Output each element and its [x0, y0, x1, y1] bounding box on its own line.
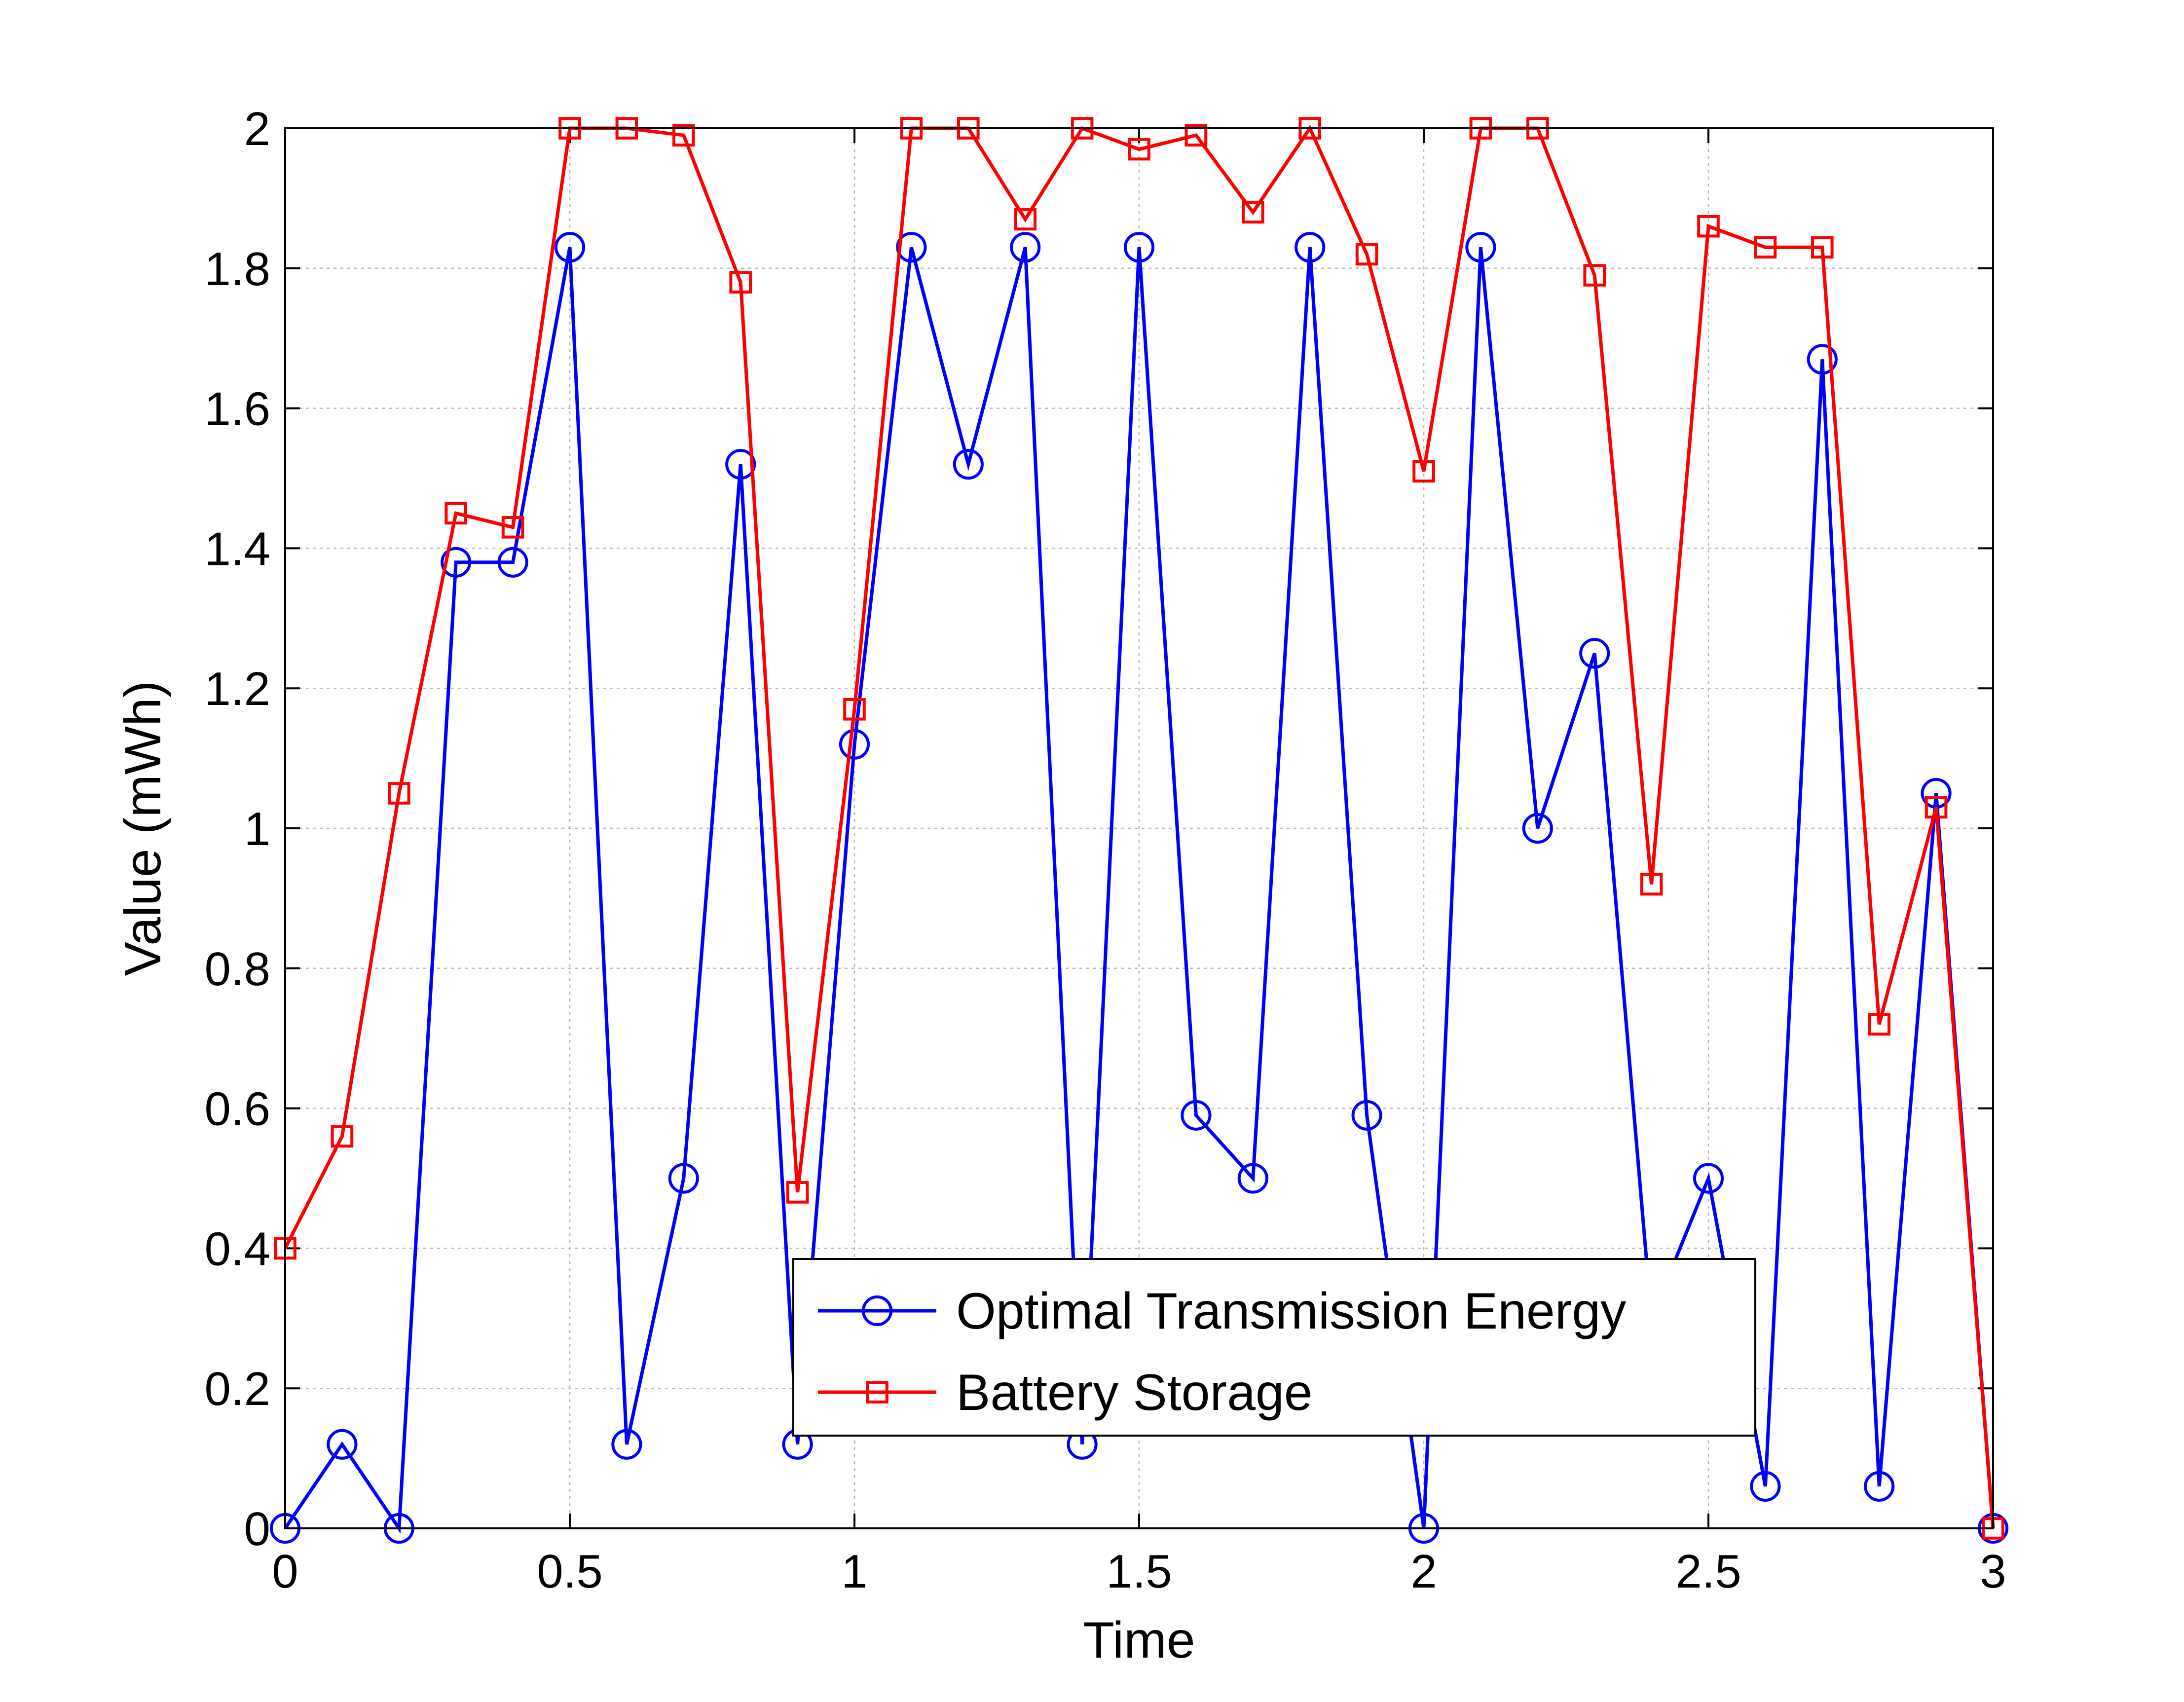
- legend-entry: Optimal Transmission Energy: [818, 1283, 1626, 1340]
- x-tick-label: 2.5: [1675, 1545, 1741, 1598]
- y-tick-label: 0.8: [205, 943, 270, 996]
- data-point-square: [1242, 201, 1264, 224]
- data-point-square: [1640, 873, 1663, 896]
- data-point-circle: [554, 232, 586, 263]
- y-tick-label: 0.2: [205, 1363, 270, 1415]
- data-point-square: [1412, 460, 1435, 483]
- x-tick-label: 1.5: [1106, 1545, 1172, 1598]
- data-point-circle: [1522, 813, 1553, 844]
- data-point-circle: [497, 547, 528, 578]
- data-point-circle: [1693, 1163, 1724, 1194]
- data-point-square: [843, 698, 866, 721]
- x-tick-labels: 0 0.5 1 1.5 2 2.5 3: [272, 1545, 2006, 1598]
- y-tick-label: 0.4: [205, 1222, 270, 1275]
- y-tick-label: 1.8: [205, 243, 270, 296]
- data-point-circle: [725, 449, 756, 480]
- data-point-circle: [611, 1429, 642, 1460]
- data-point-circle: [1181, 1100, 1212, 1131]
- legend-label: Battery Storage: [956, 1364, 1313, 1421]
- data-point-square: [331, 1125, 354, 1148]
- data-point-square: [1925, 796, 1948, 819]
- data-point-square: [1754, 236, 1777, 259]
- data-point-square: [1583, 264, 1606, 287]
- legend-label: Optimal Transmission Energy: [956, 1283, 1626, 1340]
- plot-frame: [284, 127, 1994, 1529]
- x-tick-label: 3: [1980, 1545, 2006, 1598]
- data-point-circle: [839, 729, 870, 760]
- legend-marker-circle: [861, 1295, 893, 1327]
- x-axis-title: Time: [1083, 1612, 1195, 1669]
- x-tick-label: 0.5: [537, 1545, 602, 1598]
- legend-marker-square: [866, 1381, 888, 1404]
- data-point-square: [672, 124, 695, 147]
- data-point-square: [1868, 1013, 1890, 1036]
- data-point-square: [729, 271, 752, 294]
- data-point-square: [444, 502, 468, 525]
- data-point-square: [786, 1181, 809, 1204]
- legend-entries: Optimal Transmission Energy Battery Stora…: [818, 1283, 1626, 1421]
- y-tick-label: 1: [244, 803, 270, 855]
- data-point-square: [1697, 215, 1720, 238]
- legend-entry: Battery Storage: [818, 1364, 1313, 1421]
- data-point-circle: [327, 1429, 358, 1460]
- data-point-circle: [1123, 232, 1155, 263]
- series-line: [284, 247, 1995, 1534]
- data-point-circle: [1351, 1100, 1382, 1131]
- data-point-square: [501, 516, 524, 539]
- data-point-circle: [1465, 232, 1496, 263]
- data-point-circle: [1579, 638, 1610, 669]
- y-axis-title: Value (mWh): [114, 680, 172, 976]
- y-tick-label: 1.2: [205, 663, 270, 715]
- x-tick-label: 1: [841, 1545, 867, 1598]
- data-point-square: [1355, 243, 1378, 266]
- data-point-circle: [1864, 1471, 1895, 1502]
- data-point-circle: [441, 547, 472, 578]
- data-point-circle: [1237, 1163, 1268, 1194]
- data-point-circle: [668, 1163, 699, 1194]
- data-point-circle: [1807, 344, 1838, 375]
- data-point-square: [1014, 208, 1036, 231]
- data-point-circle: [1010, 232, 1041, 263]
- data-point-circle: [1295, 232, 1326, 263]
- data-point-square: [1185, 124, 1208, 147]
- y-tick-label: 2: [244, 103, 270, 155]
- y-tick-labels: 0 0.2 0.4 0.6 0.8 1 1.2 1.4 1.6 1.8 2: [205, 103, 270, 1555]
- data-point-circle: [896, 232, 927, 263]
- x-tick-label: 2: [1410, 1545, 1437, 1598]
- data-point-square: [388, 782, 410, 805]
- x-tick-label: 0: [272, 1545, 298, 1598]
- legend: Optimal Transmission Energy Battery Stora…: [792, 1258, 1756, 1437]
- y-tick-label: 1.4: [205, 522, 270, 575]
- y-tick-label: 0.6: [205, 1083, 270, 1136]
- data-point-circle: [953, 449, 984, 480]
- y-tick-label: 0: [244, 1503, 270, 1555]
- legend-box: [792, 1258, 1756, 1437]
- data-point-circle: [1750, 1471, 1781, 1502]
- data-point-square: [1811, 236, 1834, 259]
- y-tick-label: 1.6: [205, 383, 270, 436]
- data-point-square: [1128, 138, 1150, 161]
